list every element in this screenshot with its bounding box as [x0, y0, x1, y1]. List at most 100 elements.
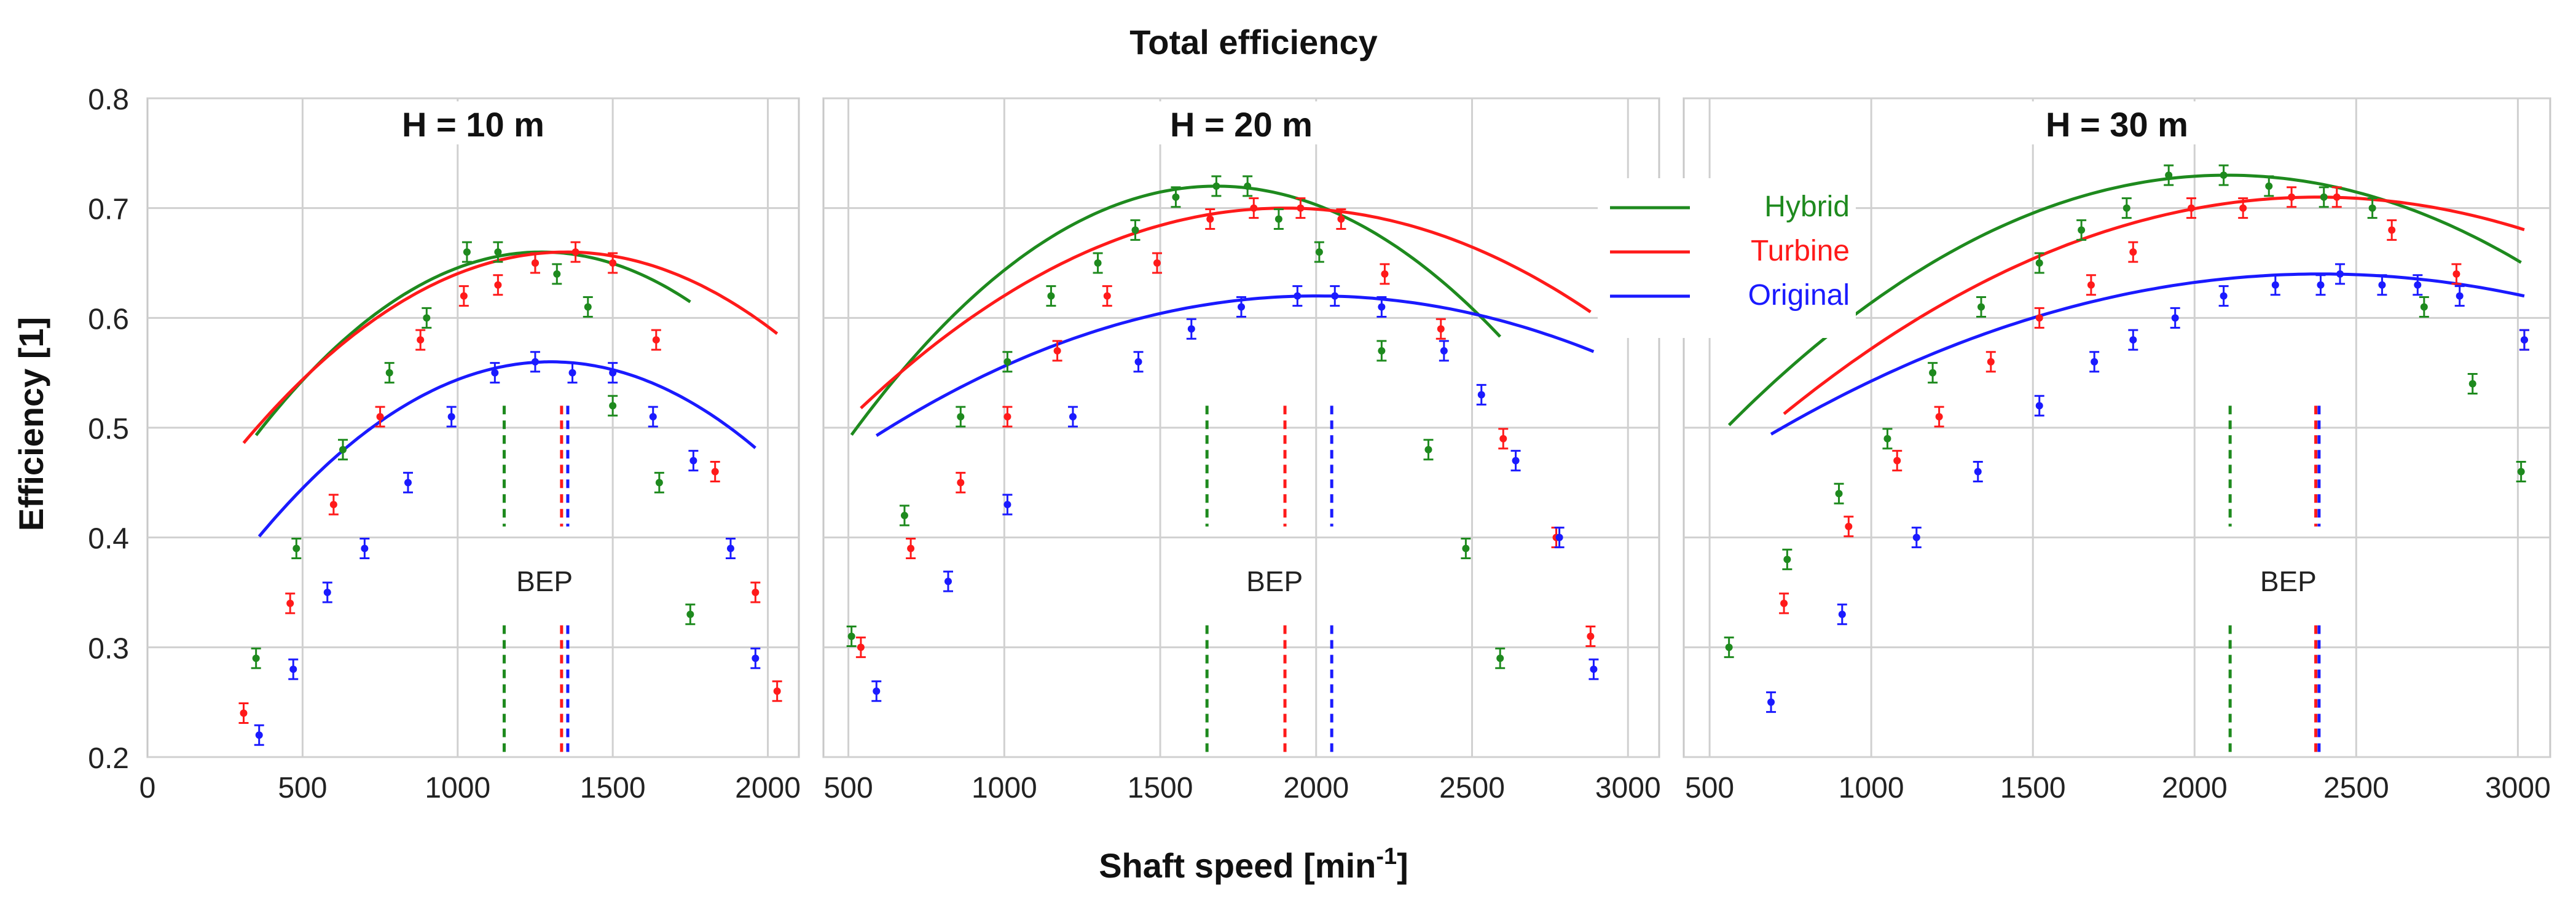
data-point-original: [688, 450, 699, 472]
marker: [1912, 533, 1920, 541]
data-point-hybrid: [956, 406, 966, 428]
data-point-turbine: [1052, 340, 1062, 362]
x-tick-label: 1500: [580, 772, 646, 804]
data-point-original: [1067, 406, 1078, 428]
y-tick-label: 0.2: [88, 742, 129, 775]
data-point-turbine: [415, 329, 426, 351]
panel-title: H = 10 m: [402, 105, 544, 144]
panel-1: 0.8 0.7 0.6 0.5 0.4 0.3 0.2 0 500 1000 1500 2000 BEP…: [88, 84, 801, 804]
x-tick-label: 1500: [1128, 772, 1193, 804]
marker: [907, 544, 915, 552]
marker: [1297, 204, 1305, 212]
data-point-original: [1837, 603, 1847, 626]
panel-title-bg: [350, 101, 596, 144]
data-point-turbine: [1152, 252, 1162, 274]
legend: Hybrid Turbine Original: [1598, 178, 1856, 338]
legend-entry: Hybrid: [1764, 190, 1850, 223]
data-point-hybrid: [1834, 482, 1844, 505]
data-point-hybrid: [422, 307, 432, 329]
marker: [609, 369, 617, 377]
marker: [711, 468, 719, 476]
marker: [1206, 215, 1214, 223]
data-point-hybrid: [1130, 219, 1141, 241]
data-point-hybrid: [2367, 197, 2378, 219]
marker: [2188, 204, 2196, 212]
data-point-original: [1588, 658, 1599, 680]
data-point-turbine: [1585, 625, 1596, 647]
data-point-hybrid: [2076, 219, 2087, 241]
marker: [1783, 556, 1791, 563]
data-point-hybrid: [1461, 538, 1471, 560]
x-tick-label: 3000: [2485, 772, 2551, 804]
panel-title-bg: [1118, 101, 1364, 144]
marker: [1587, 632, 1595, 640]
curves: [1727, 173, 2525, 436]
marker: [1424, 446, 1432, 454]
marker: [460, 292, 468, 300]
x-tick-label: 2500: [2323, 772, 2389, 804]
marker: [2220, 292, 2228, 300]
marker: [2520, 336, 2528, 344]
marker: [531, 259, 539, 267]
marker: [2414, 281, 2422, 289]
data-point-original: [2377, 274, 2387, 296]
marker: [1153, 259, 1161, 267]
data-point-original: [2034, 395, 2044, 417]
data-point-turbine: [750, 581, 761, 603]
data-point-hybrid: [1211, 175, 1222, 197]
marker: [2035, 259, 2043, 267]
marker: [1462, 544, 1470, 552]
bep-label: BEP: [1246, 565, 1303, 597]
data-point-turbine: [855, 636, 866, 658]
marker: [1378, 347, 1386, 355]
data-point-hybrid: [608, 395, 618, 417]
data-point-hybrid: [2516, 460, 2526, 482]
curve-hybrid: [254, 250, 691, 436]
y-tick-label: 0.6: [88, 303, 129, 336]
marker: [1134, 358, 1142, 366]
marker: [1094, 259, 1102, 267]
marker: [423, 314, 431, 322]
panels: 0.8 0.7 0.6 0.5 0.4 0.3 0.2 0 500 1000 1500 2000 BEP…: [88, 84, 2551, 804]
data-point-hybrid: [1423, 439, 1434, 461]
curve-turbine: [1783, 195, 2525, 415]
data-point-original: [2519, 329, 2529, 351]
data-point-original: [943, 570, 953, 592]
marker: [944, 578, 952, 586]
data-point-original: [1476, 383, 1486, 406]
data-point-hybrid: [338, 439, 348, 461]
data-point-original: [567, 362, 578, 384]
marker: [376, 413, 384, 421]
data-point-hybrid: [1002, 351, 1013, 373]
marker: [609, 402, 617, 410]
x-tick-label: 3000: [1595, 772, 1661, 804]
marker: [655, 479, 663, 487]
panel-title: H = 30 m: [2046, 105, 2188, 144]
data-point-original: [648, 406, 658, 428]
data-point-original: [725, 538, 736, 560]
marker: [1883, 434, 1891, 442]
data-point-original: [1236, 296, 1246, 318]
marker: [2078, 226, 2086, 234]
data-point-turbine: [1295, 197, 1306, 219]
marker: [568, 369, 576, 377]
x-tick-label: 0: [139, 772, 156, 804]
marker: [417, 336, 425, 344]
legend-entry: Original: [1748, 279, 1850, 312]
data-point-turbine: [1934, 406, 1944, 428]
marker: [1003, 501, 1011, 509]
legend-box: [1598, 178, 1856, 338]
curves: [242, 250, 779, 538]
data-point-original: [2454, 285, 2465, 307]
marker: [494, 281, 502, 289]
marker: [323, 589, 331, 596]
marker: [1381, 270, 1389, 278]
data-point-turbine: [1844, 516, 1854, 538]
x-tick-label: 1000: [425, 772, 490, 804]
marker: [2035, 402, 2043, 410]
marker: [609, 259, 617, 267]
data-point-original: [403, 471, 413, 493]
data-point-original: [446, 406, 457, 428]
x-axis-label-main: Shaft speed [min: [1099, 846, 1376, 885]
data-point-hybrid: [899, 505, 909, 527]
